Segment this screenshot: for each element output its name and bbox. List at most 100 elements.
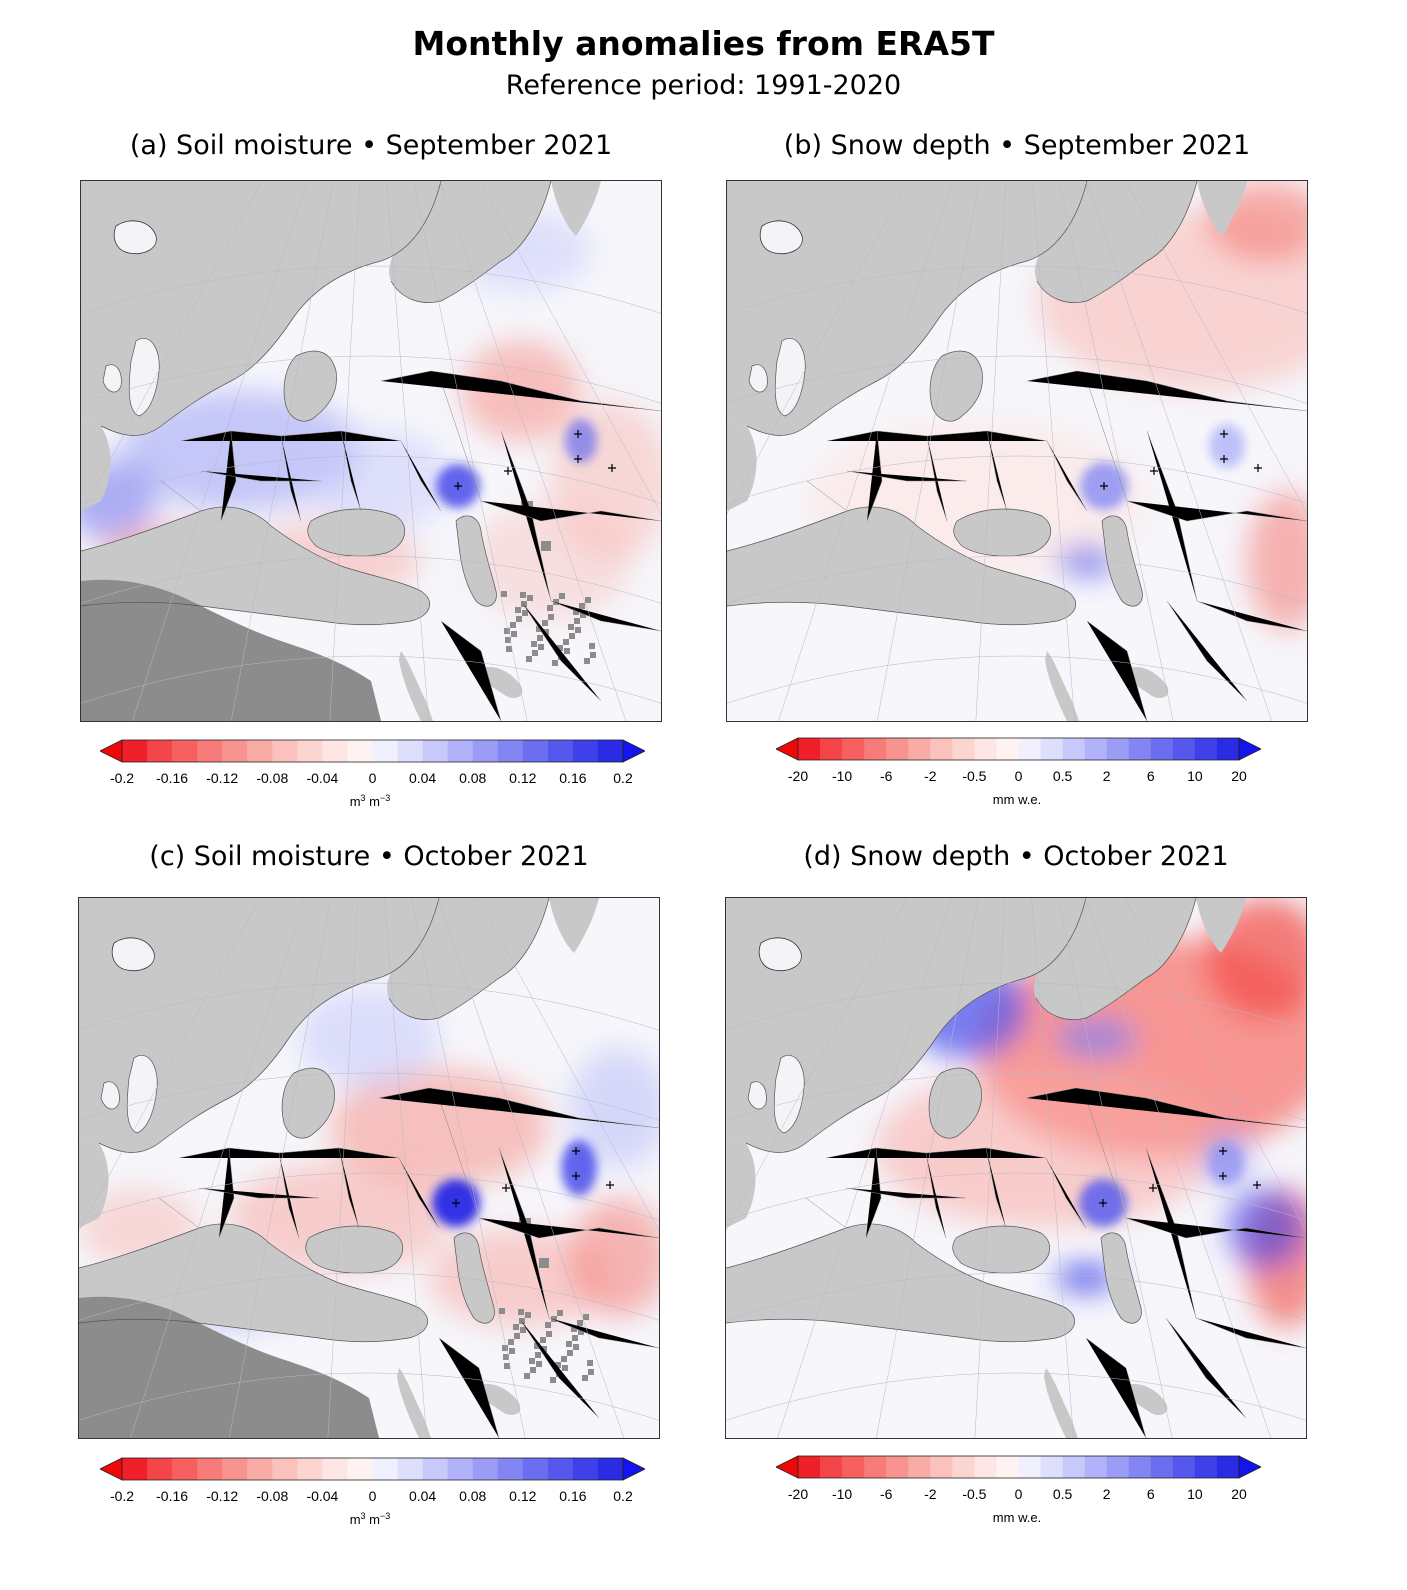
colorbar-min-arrow bbox=[776, 737, 799, 761]
iceland bbox=[113, 220, 157, 255]
colorbar-swatch bbox=[974, 738, 997, 760]
colorbar-c-tick-7: 0.08 bbox=[459, 1488, 486, 1504]
colorbar-b-tick-4: -0.5 bbox=[962, 768, 986, 784]
no-data-cell bbox=[557, 645, 563, 651]
colorbar-b: -20 -10 -6 -2 -0.5 0 0.5 2 6 10 20 mm w.… bbox=[776, 737, 1261, 807]
iceland bbox=[759, 220, 803, 255]
no-data-cell bbox=[531, 641, 537, 647]
no-data-cell bbox=[567, 1350, 573, 1356]
country-borders bbox=[158, 1087, 659, 1438]
no-data-cell bbox=[571, 1326, 577, 1332]
no-data-cell bbox=[535, 1352, 541, 1358]
colorbar-a-unit: m3 m−3 bbox=[350, 793, 391, 809]
colorbar-swatch bbox=[1172, 1456, 1196, 1478]
station-markers bbox=[452, 1147, 614, 1207]
colorbar-swatch bbox=[820, 1456, 843, 1478]
no-data-cell bbox=[589, 643, 595, 649]
north-atlantic bbox=[81, 181, 441, 436]
colorbar-c-unit: m3 m−3 bbox=[350, 1511, 391, 1527]
colorbar-swatch bbox=[1216, 1456, 1240, 1478]
no-data-cell bbox=[553, 599, 559, 605]
no-data-cell bbox=[568, 624, 574, 630]
map-panel-b bbox=[726, 180, 1308, 722]
colorbar-swatch bbox=[1062, 738, 1086, 760]
colorbar-d-tick-6: 0.5 bbox=[1053, 1486, 1073, 1502]
colorbar-c-tick-6: 0.04 bbox=[409, 1488, 436, 1504]
colorbar-c-tick-9: 0.16 bbox=[559, 1488, 586, 1504]
colorbar-c-tick-4: -0.04 bbox=[306, 1488, 338, 1504]
no-data-africa bbox=[79, 1296, 379, 1438]
colorbar-swatch bbox=[522, 1458, 549, 1480]
no-data-cell bbox=[502, 1345, 508, 1351]
no-data-cell bbox=[504, 1363, 510, 1369]
no-data-cell bbox=[580, 612, 586, 618]
colorbar-d-tick-8: 6 bbox=[1147, 1486, 1155, 1502]
colorbar-b-tick-8: 6 bbox=[1147, 768, 1155, 784]
colorbar-swatch bbox=[222, 1458, 248, 1480]
station-markers bbox=[1099, 1147, 1261, 1207]
colorbar-swatch bbox=[1062, 1456, 1086, 1478]
panel-d-title: (d) Snow depth • October 2021 bbox=[803, 841, 1229, 872]
no-data-cell bbox=[575, 627, 581, 633]
colorbar-swatch bbox=[172, 740, 198, 762]
colorbar-swatch bbox=[422, 1458, 449, 1480]
colorbar-c-tick-1: -0.16 bbox=[156, 1488, 188, 1504]
no-data-cell bbox=[530, 1367, 536, 1373]
no-data-cell bbox=[506, 646, 512, 652]
colorbar-swatch bbox=[952, 1456, 975, 1478]
no-data-cell bbox=[587, 1360, 593, 1366]
coastlines bbox=[727, 181, 1198, 626]
colorbar-swatch bbox=[372, 740, 399, 762]
positive-anomaly-tien-shan bbox=[1226, 1188, 1306, 1268]
no-data-cell bbox=[546, 1331, 552, 1337]
colorbar-swatch bbox=[1128, 1456, 1152, 1478]
station-cross-icon bbox=[574, 455, 582, 463]
no-data-cell bbox=[572, 1335, 578, 1341]
red-sea bbox=[1045, 651, 1079, 721]
colorbar-swatch bbox=[1106, 1456, 1130, 1478]
colorbar-a-tick-6: 0.04 bbox=[409, 770, 436, 786]
colorbar-swatch bbox=[597, 740, 624, 762]
colorbar-swatch bbox=[1084, 1456, 1108, 1478]
colorbar-max-arrow bbox=[1238, 737, 1261, 761]
no-data-cell bbox=[526, 656, 532, 662]
station-cross-icon bbox=[1149, 1184, 1157, 1192]
colorbar-swatch bbox=[297, 740, 323, 762]
no-data-cell bbox=[573, 609, 579, 615]
colorbar-swatch bbox=[147, 740, 173, 762]
no-data-cell bbox=[590, 652, 596, 658]
colorbar-b-tick-3: -2 bbox=[924, 768, 937, 784]
colorbar-swatch bbox=[347, 740, 373, 762]
station-cross-icon bbox=[1150, 467, 1158, 475]
colorbar-c-tick-0: -0.2 bbox=[110, 1488, 134, 1504]
colorbar-swatch bbox=[547, 1458, 574, 1480]
colorbar-swatch bbox=[930, 738, 953, 760]
coastlines bbox=[81, 181, 552, 626]
colorbar-swatch bbox=[996, 738, 1019, 760]
negative-anomaly-central-asia bbox=[471, 501, 631, 621]
no-data-cell bbox=[574, 618, 580, 624]
colorbar-a-tick-4: -0.04 bbox=[306, 770, 338, 786]
colorbar-min-arrow bbox=[100, 739, 123, 763]
no-data-cell bbox=[547, 605, 553, 611]
colorbar-min-arrow bbox=[100, 1457, 123, 1481]
colorbar-b-unit: mm w.e. bbox=[993, 792, 1041, 807]
no-data-cell bbox=[504, 628, 510, 634]
black-sea bbox=[305, 1226, 403, 1274]
colorbar-d-unit: mm w.e. bbox=[993, 1510, 1041, 1525]
no-data-cell bbox=[509, 1348, 515, 1354]
no-data-cell bbox=[542, 620, 548, 626]
colorbar-swatch bbox=[842, 1456, 865, 1478]
station-markers bbox=[454, 430, 616, 490]
north-atlantic bbox=[726, 898, 1086, 1153]
no-data-cell bbox=[521, 601, 527, 607]
station-cross-icon bbox=[454, 482, 462, 490]
colorbar-swatch bbox=[247, 740, 273, 762]
colorbar-swatch bbox=[1106, 738, 1130, 760]
mediterranean-sea bbox=[726, 1223, 1075, 1342]
no-data-cell bbox=[499, 1308, 505, 1314]
graticule bbox=[81, 181, 661, 721]
black-sea bbox=[953, 509, 1051, 557]
no-data-cell bbox=[525, 1312, 531, 1318]
no-data-cell bbox=[513, 1324, 519, 1330]
